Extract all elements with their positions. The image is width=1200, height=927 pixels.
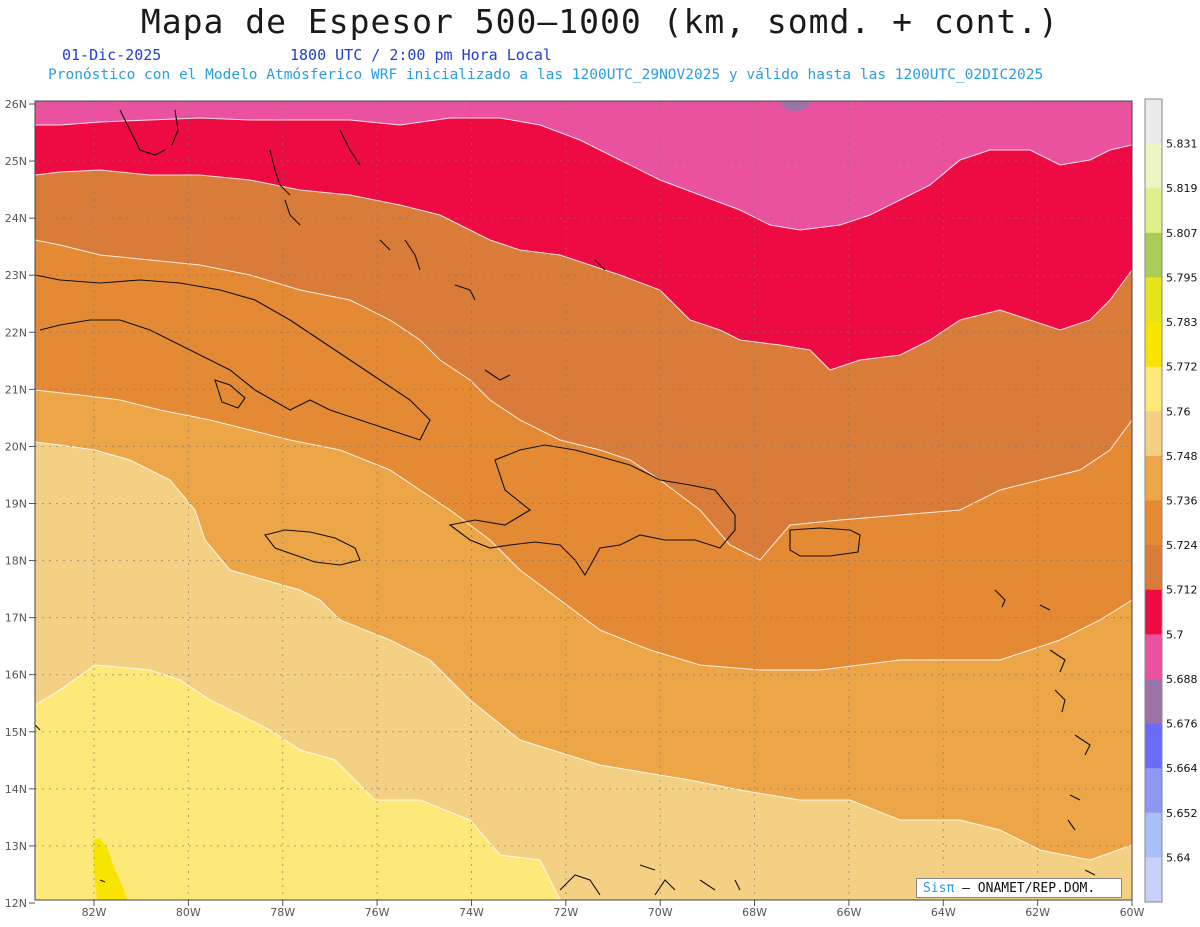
credit-box: Sisπ – ONAMET/REP.DOM. <box>916 878 1122 898</box>
colorbar-swatch <box>1145 768 1162 814</box>
forecast-date: 01-Dic-2025 <box>62 46 162 64</box>
colorbar-label: 5.652 <box>1166 807 1198 820</box>
bahamas-coastline <box>119 109 606 381</box>
lon-label: 78W <box>270 906 295 919</box>
colorbar-label: 5.76 <box>1166 405 1191 418</box>
map-frame <box>34 100 1133 901</box>
colorbar-swatch <box>1145 411 1162 457</box>
lon-label: 60W <box>1120 906 1145 919</box>
lat-label: 17N <box>5 612 27 625</box>
lon-label: 82W <box>82 906 107 919</box>
south-america-coastline <box>559 864 741 896</box>
sispi-logo: Sisπ <box>923 881 955 896</box>
lat-lon-grid <box>35 101 1132 900</box>
lat-label: 24N <box>5 212 27 225</box>
colorbar-label: 5.819 <box>1166 182 1198 195</box>
map-title: Mapa de Espesor 500–1000 (km, somd. + co… <box>140 2 1060 41</box>
colorbar-swatch <box>1145 99 1162 145</box>
lon-label: 62W <box>1025 906 1050 919</box>
colorbar-label: 5.688 <box>1166 673 1198 686</box>
lat-label: 14N <box>5 783 27 796</box>
puerto-rico-coastline <box>789 527 861 557</box>
colorbar-label: 5.831 <box>1166 138 1198 151</box>
lat-label: 22N <box>5 326 27 339</box>
colorbar-swatch <box>1145 678 1162 725</box>
lon-label: 64W <box>931 906 956 919</box>
model-description: Pronóstico con el Modelo Atmósferico WRF… <box>48 67 1044 83</box>
hispaniola-coastline <box>448 444 736 577</box>
colorbar-swatch <box>1145 366 1162 412</box>
band-5676 <box>781 101 809 111</box>
latitude-labels: 26N 25N 24N 23N 22N 21N 20N 19N 18N 17N 16N 15N 14N 1… <box>5 98 35 910</box>
colorbar-label: 5.676 <box>1166 718 1198 731</box>
colorbar-label: 5.772 <box>1166 361 1198 374</box>
colorbar-label: 5.807 <box>1166 227 1198 240</box>
lon-label: 70W <box>648 906 673 919</box>
colorbar-swatch <box>1145 545 1162 591</box>
lat-label: 16N <box>5 669 27 682</box>
colorbar-swatch <box>1145 188 1162 234</box>
colorbar-label: 5.724 <box>1166 539 1198 552</box>
colorbar-swatch <box>1145 634 1162 680</box>
lat-label: 12N <box>5 897 27 910</box>
lon-label: 68W <box>742 906 767 919</box>
colorbar-swatch <box>1145 500 1162 546</box>
lon-label: 66W <box>836 906 861 919</box>
lat-label: 19N <box>5 498 27 511</box>
colorbar-label: 5.64 <box>1166 851 1191 864</box>
central-america-coastline <box>35 724 106 883</box>
lon-label: 74W <box>459 906 484 919</box>
colorbar-label: 5.664 <box>1166 762 1198 775</box>
colorbar-label: 5.748 <box>1166 450 1198 463</box>
colorbar-swatch <box>1145 277 1162 323</box>
colorbar-label: 5.736 <box>1166 495 1198 508</box>
colorbar-label: 5.712 <box>1166 584 1198 597</box>
jamaica-coastline <box>264 529 361 566</box>
colorbar-swatch <box>1145 723 1162 769</box>
colorbar-label: 5.7 <box>1166 628 1184 641</box>
lesser-antilles-coastline <box>994 589 1096 876</box>
colorbar-swatch <box>1145 455 1162 501</box>
lat-label: 21N <box>5 383 27 396</box>
lat-label: 13N <box>5 840 27 853</box>
colorbar-label: 5.795 <box>1166 271 1198 284</box>
colorbar-swatch <box>1145 857 1162 903</box>
band-5688 <box>35 101 1132 230</box>
longitude-labels: 82W 80W 78W 76W 74W 72W 70W 68W 66W 64W 62W 60W <box>82 900 1145 919</box>
shaded-contours <box>35 101 1132 900</box>
lon-label: 72W <box>553 906 578 919</box>
colorbar-frame <box>1144 98 1163 903</box>
lon-label: 76W <box>365 906 390 919</box>
colorbar-label: 5.783 <box>1166 316 1198 329</box>
lat-label: 18N <box>5 555 27 568</box>
colorbar-legend: 5.831 5.819 5.807 5.795 5.783 5.772 5.76 5.748 5… <box>1144 98 1198 903</box>
lat-label: 26N <box>5 98 27 111</box>
lat-label: 23N <box>5 269 27 282</box>
isla-juventud-coastline <box>214 379 246 409</box>
contour-lines <box>35 117 1132 900</box>
credit-text: – ONAMET/REP.DOM. <box>962 881 1096 896</box>
colorbar-swatch <box>1145 322 1162 368</box>
colorbar-swatch <box>1145 143 1162 189</box>
cuba-coastline <box>35 274 431 441</box>
colorbar-swatch <box>1145 812 1162 858</box>
lat-label: 20N <box>5 440 27 453</box>
lat-label: 25N <box>5 155 27 168</box>
band-5772 <box>93 838 127 900</box>
colorbar-swatch <box>1145 589 1162 635</box>
lon-label: 80W <box>176 906 201 919</box>
forecast-time: 1800 UTC / 2:00 pm Hora Local <box>290 46 552 64</box>
colorbar-swatch <box>1145 232 1162 278</box>
lat-label: 15N <box>5 726 27 739</box>
coastlines <box>35 109 1096 896</box>
